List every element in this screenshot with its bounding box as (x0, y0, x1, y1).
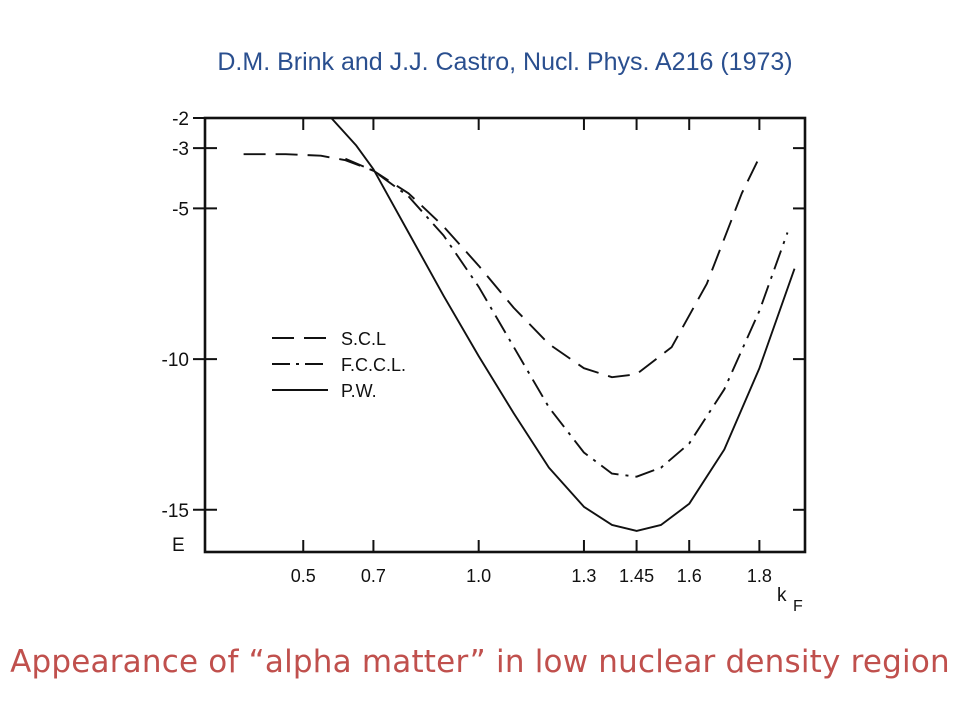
chart: 0.5 0.7 1.0 1.3 1.45 1.6 1.8 -2 -3 -5 -10 -15 S.C.… (162, 109, 807, 615)
x-tick-label-4: 1.45 (619, 566, 654, 586)
x-tick-label-3: 1.3 (571, 566, 596, 586)
caption: Appearance of “alpha matter” in low nucl… (10, 644, 950, 680)
x-tick-label-5: 1.6 (677, 566, 702, 586)
x-tick-label-2: 1.0 (466, 566, 491, 586)
y-tick-label-4: -15 (162, 501, 189, 522)
citation: D.M. Brink and J.J. Castro, Nucl. Phys. … (217, 48, 793, 76)
svg-text:F: F (793, 598, 803, 615)
legend-label-dashdot: F.C.C.L. (341, 355, 406, 375)
x-tick-label-1: 0.7 (361, 566, 386, 586)
series-solid-line (330, 117, 796, 532)
x-tick-label-6: 1.8 (747, 566, 772, 586)
series-dashdot-line (345, 157, 789, 478)
series-dashed-line (243, 153, 761, 379)
legend-label-solid: P.W. (341, 381, 377, 401)
svg-text:k: k (777, 585, 787, 606)
legend: S.C.L F.C.C.L. P.W. (272, 329, 406, 401)
series-layer (243, 117, 796, 532)
y-tick-label-1: -3 (172, 139, 189, 160)
y-axis-label: E (172, 535, 185, 556)
x-tick-label-0: 0.5 (291, 566, 316, 586)
x-axis-ticks: 0.5 0.7 1.0 1.3 1.45 1.6 1.8 (291, 118, 772, 586)
y-axis-ticks: -2 -3 -5 -10 -15 (162, 109, 805, 522)
y-tick-label-3: -10 (162, 350, 189, 371)
legend-label-dashed: S.C.L (341, 329, 386, 349)
y-tick-label-0: -2 (172, 109, 189, 130)
plot-frame (203, 116, 807, 554)
x-axis-label: k F (777, 585, 803, 615)
y-tick-label-2: -5 (172, 199, 189, 220)
